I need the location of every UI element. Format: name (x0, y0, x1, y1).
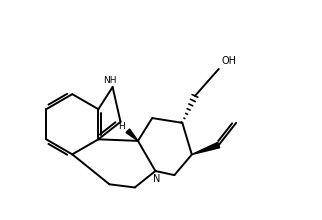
Text: H: H (118, 122, 125, 131)
Polygon shape (126, 129, 138, 141)
Text: OH: OH (221, 57, 236, 66)
Text: NH: NH (103, 76, 116, 85)
Polygon shape (192, 142, 220, 154)
Text: N: N (153, 174, 161, 184)
